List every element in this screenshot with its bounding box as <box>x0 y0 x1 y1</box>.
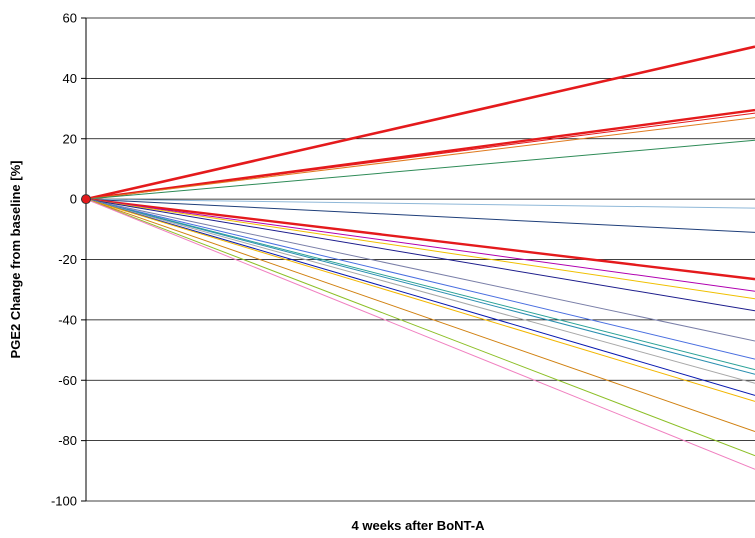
y-tick-label: 40 <box>63 71 77 86</box>
y-tick-label: -80 <box>58 433 77 448</box>
y-tick-label: 20 <box>63 131 77 146</box>
y-ticks: 60 40 20 0 -20 -40 -60 -80 -100 <box>51 11 86 509</box>
series-line-7 <box>85 198 755 233</box>
series-lines <box>85 45 755 470</box>
y-axis-title: PGE2 Change from baseline [%] <box>8 161 23 359</box>
series-line-14 <box>85 198 755 371</box>
series-line-3 <box>85 112 755 200</box>
y-tick-label: -40 <box>58 312 77 327</box>
series-line-13 <box>85 198 755 360</box>
series-line-5 <box>85 139 755 200</box>
series-line-4 <box>85 117 755 200</box>
series-line-11 <box>85 198 755 312</box>
series-line-12 <box>85 198 755 342</box>
y-tick-label: 0 <box>70 192 77 207</box>
series-line-1 <box>85 45 755 201</box>
series-line-19 <box>85 198 755 433</box>
series-line-8 <box>85 197 755 281</box>
series-line-10 <box>85 198 755 300</box>
gridlines <box>86 17 755 502</box>
series-line-18 <box>85 198 755 402</box>
y-tick-label: -20 <box>58 252 77 267</box>
series-line-15 <box>85 198 755 375</box>
series-line-16 <box>85 198 755 384</box>
y-tick-label: 60 <box>63 11 77 26</box>
origin-marker <box>81 194 91 205</box>
series-line-20 <box>85 198 755 457</box>
x-axis-title: 4 weeks after BoNT-A <box>352 518 486 533</box>
y-tick-label: -60 <box>58 373 77 388</box>
series-line-6 <box>85 198 755 209</box>
series-line-21 <box>85 198 755 470</box>
series-line-9 <box>85 198 755 292</box>
y-tick-label: -100 <box>51 494 77 509</box>
series-line-17 <box>85 198 755 396</box>
